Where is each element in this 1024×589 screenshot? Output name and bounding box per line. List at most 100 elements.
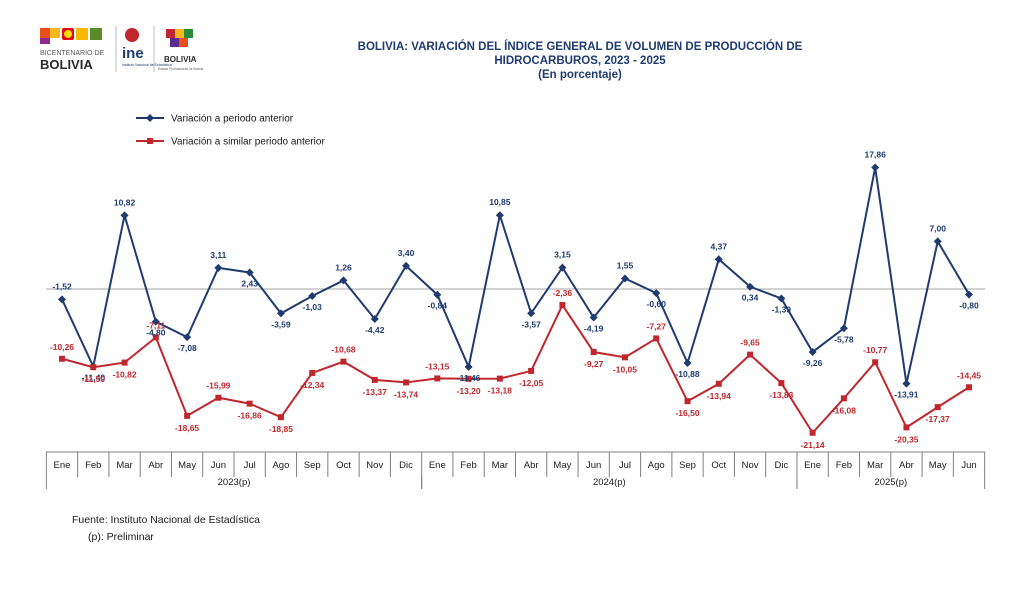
- data-label-blue: 10,85: [489, 197, 511, 207]
- data-point-blue: [183, 333, 192, 342]
- x-tick-label: Oct: [711, 460, 726, 471]
- svg-text:Instituto Nacional de Estadíst: Instituto Nacional de Estadística: [122, 63, 172, 67]
- data-point-blue: [746, 282, 755, 291]
- data-label-red: -13,37: [363, 387, 387, 397]
- data-label-red: -17,37: [926, 414, 950, 424]
- data-label-red: -9,27: [584, 359, 604, 369]
- data-point-red: [809, 429, 816, 436]
- title-line-2: HIDROCARBUROS, 2023 - 2025: [494, 55, 666, 67]
- data-label-blue: -7,08: [177, 343, 197, 353]
- x-tick-label: Sep: [679, 460, 696, 471]
- data-point-red: [840, 395, 847, 402]
- data-point-red: [215, 394, 222, 401]
- data-label-red: -21,14: [801, 440, 825, 450]
- x-tick-label: Mar: [867, 460, 883, 471]
- data-label-blue: 7,00: [929, 223, 946, 233]
- data-point-red: [653, 335, 660, 342]
- x-tick-label: Abr: [524, 460, 539, 471]
- data-label-red: -12,05: [519, 378, 543, 388]
- data-label-red: -13,74: [394, 389, 418, 399]
- data-label-blue: 1,26: [335, 262, 352, 272]
- data-label-blue: -11,40: [81, 373, 105, 383]
- x-tick-label: Abr: [148, 460, 163, 471]
- x-tick-label: Feb: [460, 460, 476, 471]
- x-tick-label: Sep: [304, 460, 321, 471]
- data-label-red: -12,34: [300, 380, 324, 390]
- svg-text:BOLIVIA: BOLIVIA: [164, 55, 197, 64]
- data-label-red: -15,99: [206, 381, 230, 391]
- x-tick-label: May: [929, 460, 947, 471]
- data-label-blue: 10,82: [114, 197, 136, 207]
- data-point-red: [184, 412, 191, 419]
- data-label-blue: -13,91: [894, 390, 918, 400]
- data-point-blue: [370, 315, 379, 324]
- data-label-blue: -4,80: [146, 328, 166, 338]
- data-label-blue: -1,03: [303, 302, 323, 312]
- data-point-red: [434, 375, 441, 382]
- data-label-red: -10,26: [50, 342, 74, 352]
- data-point-blue: [120, 211, 129, 220]
- data-point-red: [966, 384, 972, 391]
- data-label-blue: 3,11: [210, 250, 226, 260]
- data-label-red: -10,82: [112, 370, 136, 380]
- data-label-blue: -10,88: [675, 369, 699, 379]
- data-point-blue: [652, 289, 661, 298]
- legend-marker: [146, 114, 154, 122]
- data-label-red: -14,45: [957, 370, 981, 380]
- data-point-blue: [495, 211, 504, 220]
- institution-logos: BICENTENARIO DE BOLIVIA ine Instituto Na…: [40, 26, 203, 72]
- data-point-blue: [839, 324, 848, 333]
- year-label: 2024(p): [593, 477, 626, 488]
- data-point-blue: [214, 263, 223, 272]
- data-label-red: -20,35: [894, 434, 918, 444]
- data-label-blue: -0,60: [647, 299, 667, 309]
- data-point-blue: [589, 313, 598, 322]
- data-label-red: -11,50: [81, 374, 105, 384]
- data-point-blue: [620, 274, 629, 283]
- data-point-blue: [777, 294, 786, 303]
- x-tick-label: Abr: [899, 460, 914, 471]
- data-label-red: -9,65: [740, 338, 760, 348]
- data-label-red: -13,18: [488, 386, 512, 396]
- x-tick-label: Nov: [366, 460, 383, 471]
- data-point-blue: [58, 295, 66, 304]
- data-label-blue: -0,80: [959, 300, 979, 310]
- data-point-blue: [245, 268, 254, 277]
- x-tick-label: Jun: [586, 460, 601, 471]
- data-point-red: [590, 349, 597, 356]
- data-label-blue: 1,55: [617, 260, 634, 270]
- bicentenario-logo: BICENTENARIO DE BOLIVIA: [40, 28, 105, 72]
- data-label-blue: -1,39: [772, 304, 792, 314]
- data-label-red: -10,68: [331, 345, 355, 355]
- data-label-red: -13,83: [769, 390, 793, 400]
- data-label-blue: 2,43: [241, 278, 258, 288]
- data-point-blue: [714, 255, 723, 264]
- series-line-similar-periodo: [61, 303, 970, 435]
- data-label-blue: -5,78: [834, 334, 854, 344]
- x-tick-label: Ago: [272, 460, 289, 471]
- svg-text:BICENTENARIO DE: BICENTENARIO DE: [40, 50, 105, 57]
- svg-text:BOLIVIA: BOLIVIA: [40, 57, 93, 72]
- data-label-red: -16,50: [675, 408, 699, 418]
- legend-label: Variación a similar periodo anterior: [171, 137, 325, 148]
- data-point-red: [778, 380, 785, 387]
- data-point-blue: [902, 379, 911, 388]
- data-label-blue: -9,26: [803, 358, 823, 368]
- x-tick-label: Dic: [399, 460, 413, 471]
- x-tick-label: Jul: [619, 460, 631, 471]
- data-label-red: -2,36: [553, 288, 573, 298]
- estado-logo: BOLIVIA Estado Plurinacional de Bolivia: [158, 29, 203, 71]
- x-tick-label: Jul: [244, 460, 256, 471]
- data-point-red: [747, 351, 754, 358]
- data-label-red: -16,08: [832, 405, 856, 415]
- data-point-blue: [151, 317, 160, 326]
- data-label-blue: 0,34: [742, 293, 759, 303]
- x-tick-label: Ene: [429, 460, 446, 471]
- data-label-red: -18,85: [269, 424, 293, 434]
- x-tick-label: Mar: [116, 460, 132, 471]
- data-label-red: -16,86: [238, 411, 262, 421]
- data-point-red: [903, 424, 910, 431]
- data-label-red: -10,05: [613, 364, 637, 374]
- data-point-red: [371, 376, 378, 383]
